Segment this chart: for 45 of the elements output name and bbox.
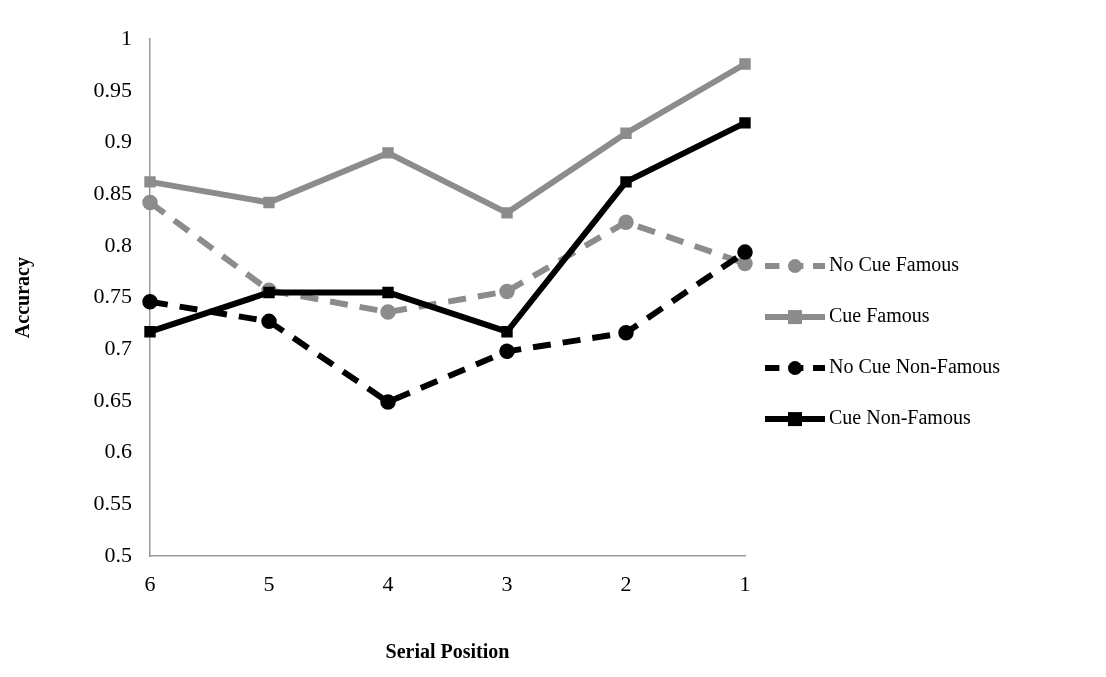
point [380, 304, 396, 320]
y-tick-label: 0.5 [104, 541, 132, 567]
point [739, 117, 751, 129]
point [144, 176, 156, 188]
point [501, 207, 513, 219]
x-tick-label: 4 [382, 570, 394, 596]
point [501, 326, 513, 338]
x-axis-title: Serial Position [385, 640, 510, 663]
point [618, 214, 634, 230]
point [144, 326, 156, 338]
point [499, 343, 515, 360]
y-tick-label: 0.9 [104, 128, 132, 154]
point [739, 58, 751, 70]
y-axis-title: Accuracy [11, 257, 35, 339]
point [737, 244, 753, 260]
point [499, 283, 515, 300]
legend-label: Cue Famous [829, 304, 930, 327]
y-tick-label: 0.65 [93, 386, 132, 412]
point [263, 196, 275, 209]
x-tick-label: 2 [620, 570, 632, 596]
y-tick-label: 0.55 [93, 490, 132, 516]
point [142, 293, 158, 310]
y-tick-label: 0.6 [104, 438, 132, 464]
y-tick-label: 0.85 [93, 180, 132, 206]
legend-label: No Cue Non-Famous [829, 355, 1001, 378]
y-tick-label: 0.7 [104, 335, 132, 361]
y-tick-label: 0.75 [93, 283, 132, 309]
point [620, 127, 632, 139]
point [382, 147, 394, 159]
x-tick-label: 5 [263, 570, 275, 596]
point [263, 286, 275, 299]
x-tick-label: 6 [144, 570, 156, 596]
point [620, 176, 632, 188]
y-tick-label: 0.95 [93, 76, 132, 102]
x-tick-label: 3 [501, 570, 513, 596]
x-tick-label: 1 [739, 570, 751, 596]
point [380, 394, 396, 410]
y-tick-label: 1 [121, 24, 132, 50]
legend-label: No Cue Famous [829, 253, 960, 276]
point [382, 286, 394, 299]
legend-label: Cue Non-Famous [829, 406, 971, 429]
point [618, 324, 634, 341]
point [261, 313, 277, 330]
y-tick-label: 0.8 [104, 231, 132, 257]
point [142, 194, 158, 211]
